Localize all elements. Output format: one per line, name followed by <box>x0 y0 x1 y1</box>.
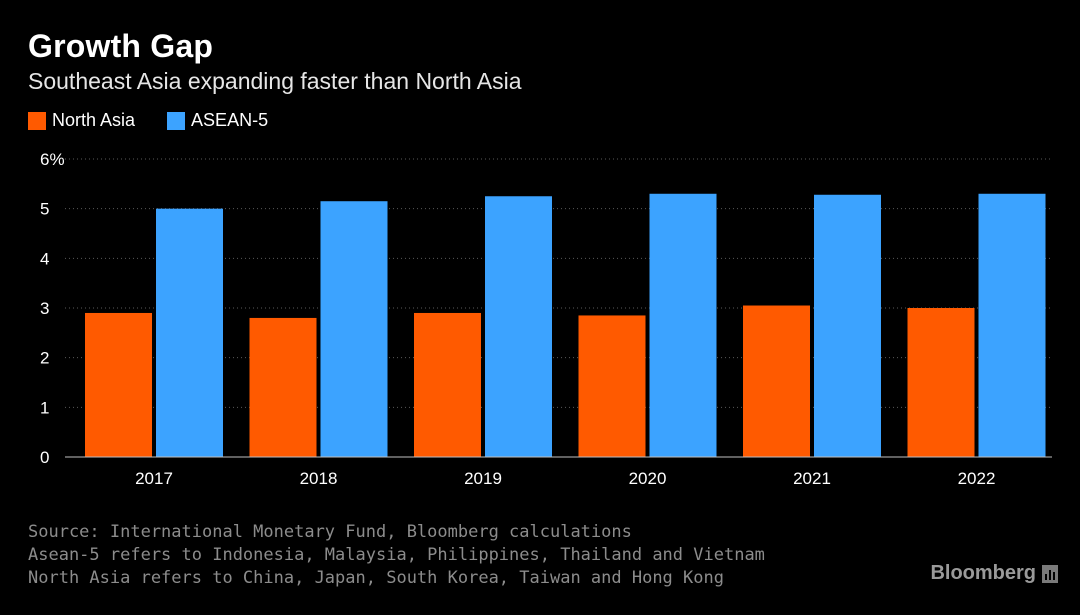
bar-north-asia-2018 <box>249 317 317 457</box>
bar-asean-5-2021 <box>814 194 881 457</box>
footnotes: Source: International Monetary Fund, Blo… <box>28 521 765 590</box>
north-asia-definition-note: North Asia refers to China, Japan, South… <box>28 568 724 588</box>
bar-asean-5-2020 <box>649 193 717 457</box>
x-tick-label: 2022 <box>958 469 996 488</box>
x-tick-label: 2017 <box>135 469 173 488</box>
legend-item-north-asia: North Asia <box>28 110 135 131</box>
bar-north-asia-2019 <box>414 312 481 457</box>
legend-item-asean-5: ASEAN-5 <box>167 110 268 131</box>
x-tick-label: 2018 <box>300 469 338 488</box>
y-tick-label: 4 <box>40 249 49 268</box>
x-tick-label: 2021 <box>793 469 831 488</box>
y-tick-label: 2 <box>40 349 49 368</box>
bar-asean-5-2018 <box>320 201 388 457</box>
bar-north-asia-2020 <box>578 315 646 457</box>
bar-asean-5-2022 <box>978 193 1046 457</box>
y-tick-label: 6% <box>40 150 65 169</box>
legend-label-asean-5: ASEAN-5 <box>191 110 269 130</box>
bar-north-asia-2021 <box>743 305 810 457</box>
y-tick-label: 0 <box>40 448 49 467</box>
x-tick-label: 2020 <box>629 469 667 488</box>
bloomberg-chart-icon <box>1042 564 1058 583</box>
y-tick-label: 3 <box>40 299 49 318</box>
bar-asean-5-2017 <box>156 208 223 457</box>
y-tick-label: 1 <box>40 398 49 417</box>
bar-north-asia-2022 <box>907 308 975 457</box>
chart-subtitle: Southeast Asia expanding faster than Nor… <box>28 68 522 94</box>
legend: North Asia ASEAN-5 <box>28 110 300 131</box>
asean-definition-note: Asean-5 refers to Indonesia, Malaysia, P… <box>28 545 765 565</box>
bloomberg-logo: Bloomberg <box>930 562 1058 585</box>
legend-swatch-north-asia <box>28 111 46 130</box>
bar-asean-5-2019 <box>485 196 552 457</box>
chart-title: Growth Gap <box>28 28 214 64</box>
bar-north-asia-2017 <box>85 312 152 457</box>
legend-swatch-asean-5 <box>167 111 186 130</box>
legend-label-north-asia: North Asia <box>52 110 136 130</box>
brand-wordmark: Bloomberg <box>930 562 1036 584</box>
x-tick-label: 2019 <box>464 469 502 488</box>
source-note: Source: International Monetary Fund, Blo… <box>28 522 632 542</box>
y-tick-label: 5 <box>40 200 49 219</box>
bar-chart: 0 1 2 3 4 5 6% 2017 2018 2019 2020 2021 2022 <box>40 150 1052 488</box>
